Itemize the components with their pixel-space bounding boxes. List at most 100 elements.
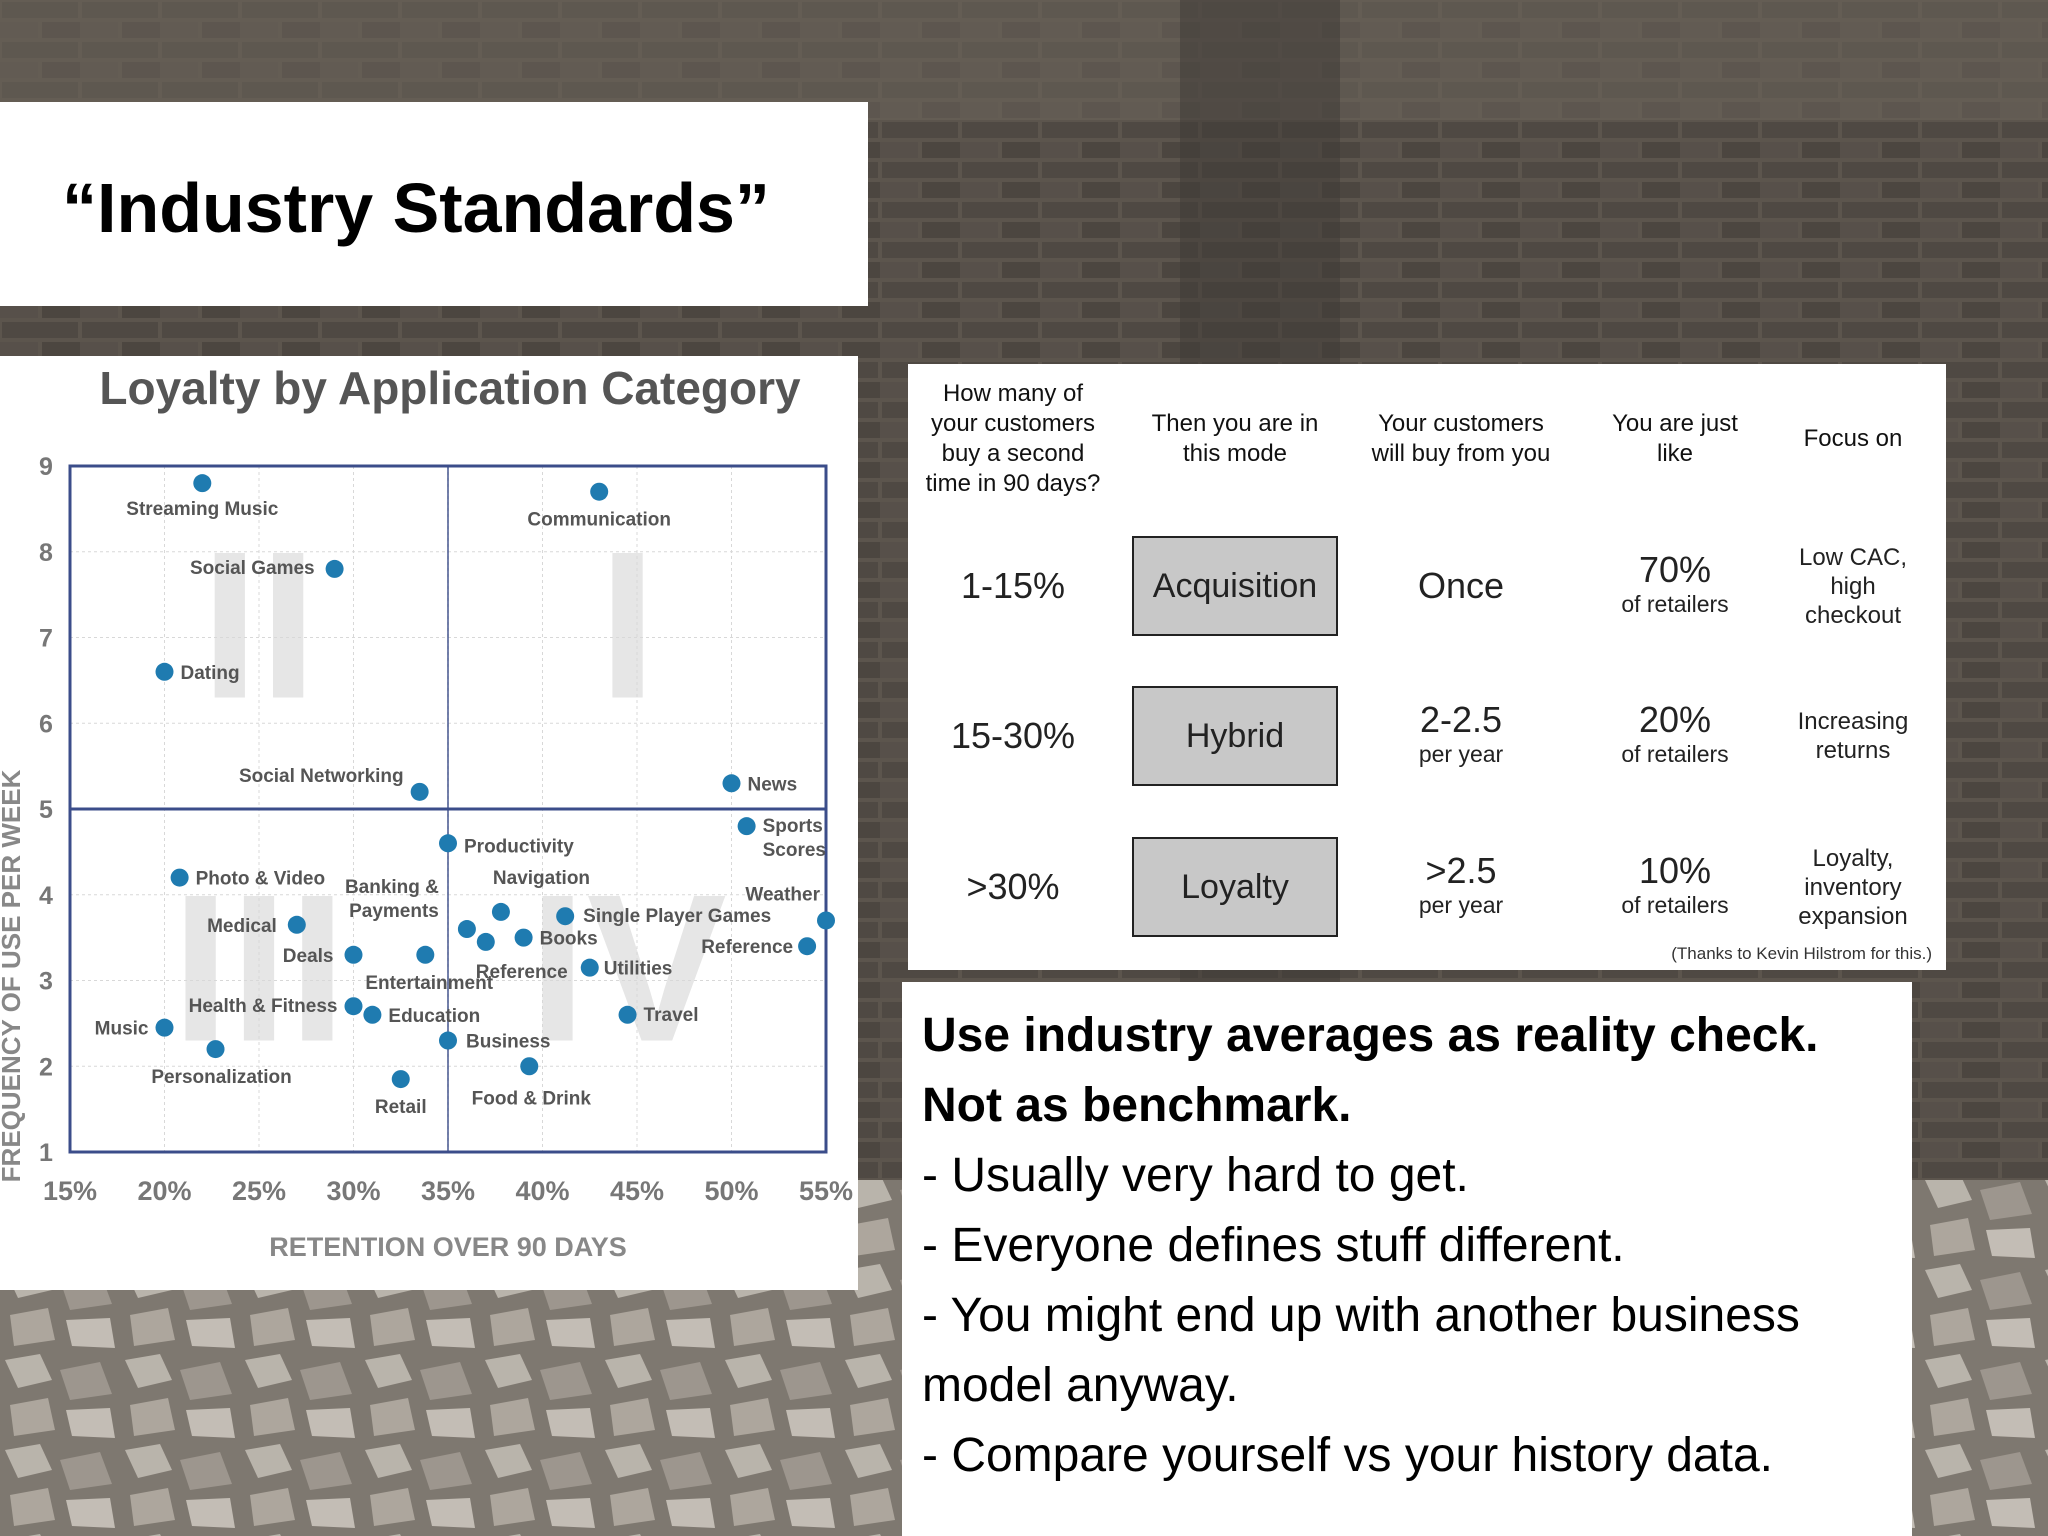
data-point-label: Entertainment xyxy=(365,973,493,994)
data-point xyxy=(410,782,429,801)
data-point xyxy=(391,1070,410,1089)
table-cell-rate: 1-15% xyxy=(960,565,1066,606)
data-point xyxy=(206,1040,225,1059)
data-point xyxy=(580,958,599,977)
data-point xyxy=(439,1031,457,1050)
data-point xyxy=(520,1057,539,1076)
data-point-label: Productivity xyxy=(464,836,574,857)
data-point-label: Utilities xyxy=(604,959,673,980)
focus-line: checkout xyxy=(1804,601,1902,629)
data-point xyxy=(155,662,174,681)
table-cell-focus: Increasing returns xyxy=(1763,707,1943,765)
table-cell-like: 20% of retailers xyxy=(1585,700,1765,768)
table-cell-buy: >2.5 per year xyxy=(1346,851,1576,919)
table-header-line: Focus on xyxy=(1803,425,1903,452)
x-tick-label: 45% xyxy=(610,1176,664,1206)
buy-frequency-value: 2-2.5 xyxy=(1419,699,1503,740)
x-tick-label: 30% xyxy=(326,1176,380,1206)
data-point-label: Navigation xyxy=(493,868,590,889)
buy-frequency-value: Once xyxy=(1417,565,1505,606)
y-tick-label: 9 xyxy=(39,453,53,481)
chart-panel: II I III IV 15% 20% 25% 30% 35% 40% 45% 50% 55% 1 2 3 4… xyxy=(0,356,858,1290)
data-point-label: Photo & Video xyxy=(196,869,325,890)
data-point xyxy=(416,945,435,964)
focus-line: expansion xyxy=(1798,902,1908,930)
data-point-label: Retail xyxy=(375,1097,427,1118)
slide-title: “Industry Standards” xyxy=(62,169,770,247)
retailer-share-value: 20% xyxy=(1638,699,1712,740)
table-cell-buy: 2-2.5 per year xyxy=(1346,700,1576,768)
x-tick-label: 20% xyxy=(137,1176,191,1206)
data-point xyxy=(476,932,495,951)
y-tick-label: 5 xyxy=(39,796,53,824)
data-point-label: Medical xyxy=(207,916,277,937)
table-header-cell: Your customers will buy from you xyxy=(1346,409,1576,469)
table-header-line: You are just xyxy=(1612,410,1738,437)
y-tick-label: 6 xyxy=(39,710,53,738)
notes-line: - Everyone defines stuff different. xyxy=(922,1219,1625,1272)
table-header-line: How many of xyxy=(942,380,1084,407)
y-tick-label: 8 xyxy=(39,539,53,567)
data-point xyxy=(457,920,476,939)
table-cell-focus: Low CAC, high checkout xyxy=(1763,543,1943,630)
table-header-cell: Then you are in this mode xyxy=(1130,409,1340,469)
table-header-line: Then you are in xyxy=(1151,410,1319,437)
x-tick-label: 55% xyxy=(799,1176,853,1206)
quadrant-label: III xyxy=(171,851,346,1086)
x-tick-label: 35% xyxy=(421,1176,475,1206)
data-point xyxy=(344,945,363,964)
quadrant-label: I xyxy=(598,508,656,743)
notes-line: - Usually very hard to get. xyxy=(922,1149,1469,1202)
table-cell-mode: Hybrid xyxy=(1132,686,1338,786)
data-point xyxy=(325,559,344,578)
data-point-label: Business xyxy=(466,1032,550,1053)
notes-line: Not as benchmark. xyxy=(922,1079,1352,1132)
focus-line: Increasing xyxy=(1797,708,1909,735)
retailer-share-label: of retailers xyxy=(1621,591,1729,617)
table-cell-focus: Loyalty, inventory expansion xyxy=(1763,844,1943,931)
chart-title: Loyalty by Application Category xyxy=(99,362,801,414)
y-tick-label: 3 xyxy=(39,968,53,996)
data-point-label: Reference xyxy=(476,962,568,983)
data-point-label: Streaming Music xyxy=(126,499,278,520)
data-point-label: Social Networking xyxy=(239,766,404,787)
notes-line: - Compare yourself vs your history data. xyxy=(922,1429,1773,1482)
focus-line: Low CAC, xyxy=(1798,543,1908,571)
data-point xyxy=(514,928,533,947)
buy-frequency-unit: per year xyxy=(1418,741,1504,767)
retailer-share-label: of retailers xyxy=(1621,741,1729,767)
data-point-label: Music xyxy=(95,1019,149,1040)
notes-line: model anyway. xyxy=(922,1359,1239,1412)
y-tick-label: 1 xyxy=(39,1139,53,1167)
table-cell-rate: >30% xyxy=(966,866,1060,907)
table-header-line: this mode xyxy=(1182,440,1288,467)
data-point xyxy=(798,937,817,956)
chart-x-axis-label: RETENTION OVER 90 DAYS xyxy=(269,1232,627,1262)
chart-y-axis-label: FREQUENCY OF USE PER WEEK xyxy=(0,769,26,1182)
notes-panel: Use industry averages as reality check. N… xyxy=(902,982,1912,1536)
y-tick-label: 2 xyxy=(39,1053,53,1081)
table-cell-mode: Loyalty xyxy=(1132,837,1338,937)
table-cell-buy: Once xyxy=(1346,566,1576,606)
data-point xyxy=(155,1018,174,1037)
data-point-label: Books xyxy=(540,929,598,950)
data-point-label: Banking & Payments xyxy=(345,877,439,922)
y-tick-label: 4 xyxy=(39,882,53,910)
title-panel xyxy=(0,102,868,306)
data-point xyxy=(287,915,306,934)
quadrant-label: IV xyxy=(528,851,726,1086)
data-point-label: Social Games xyxy=(190,558,315,579)
data-point xyxy=(170,868,189,887)
table-header-cell: Focus on xyxy=(1763,424,1943,454)
data-point xyxy=(722,774,741,793)
data-point-label: Weather xyxy=(745,884,820,905)
data-point xyxy=(618,1005,637,1024)
retailer-share-value: 70% xyxy=(1638,549,1712,590)
table-header-line: your customers xyxy=(930,410,1096,437)
data-point-label: Travel xyxy=(644,1005,699,1026)
table-cell-like: 10% of retailers xyxy=(1585,851,1765,919)
x-tick-label: 25% xyxy=(232,1176,286,1206)
data-point-label: Education xyxy=(388,1006,480,1027)
notes-line: Use industry averages as reality check. xyxy=(922,1009,1819,1062)
data-point xyxy=(491,902,510,921)
